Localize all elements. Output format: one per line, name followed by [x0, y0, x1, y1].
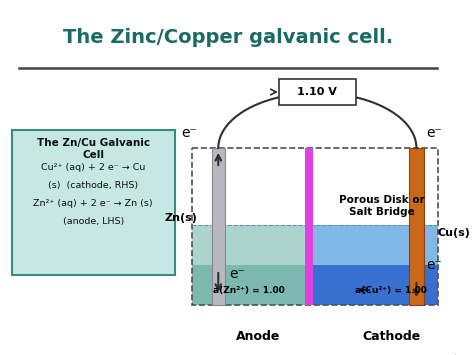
Text: The Zinc/Copper galvanic cell.: The Zinc/Copper galvanic cell. [63, 28, 393, 47]
Text: Porous Disk or
Salt Bridge: Porous Disk or Salt Bridge [339, 195, 425, 217]
Bar [308, 225, 438, 265]
Bar [192, 148, 438, 305]
Bar [305, 148, 312, 305]
Text: e⁻: e⁻ [426, 258, 442, 272]
Bar [308, 265, 438, 305]
Text: Cu²⁺ (aq) + 2 e⁻ → Cu: Cu²⁺ (aq) + 2 e⁻ → Cu [41, 163, 146, 172]
Bar [192, 265, 308, 305]
Text: (s)  (cathode, RHS): (s) (cathode, RHS) [48, 181, 138, 190]
Text: Cu(s): Cu(s) [438, 228, 471, 238]
Bar [192, 225, 308, 265]
FancyBboxPatch shape [0, 0, 459, 355]
Text: Anode: Anode [236, 330, 281, 343]
Text: Cathode: Cathode [362, 330, 420, 343]
FancyBboxPatch shape [11, 130, 175, 275]
FancyBboxPatch shape [279, 79, 356, 105]
Text: a(Cu²⁺) = 1.00: a(Cu²⁺) = 1.00 [356, 285, 428, 295]
Bar [211, 148, 225, 305]
Text: Zn(s): Zn(s) [164, 213, 197, 223]
Text: 1.10 V: 1.10 V [297, 87, 337, 97]
Text: (anode, LHS): (anode, LHS) [63, 217, 124, 226]
Text: e⁻: e⁻ [182, 126, 197, 140]
Text: Zn²⁺ (aq) + 2 e⁻ → Zn (s): Zn²⁺ (aq) + 2 e⁻ → Zn (s) [34, 199, 153, 208]
Text: a(Zn²⁺) = 1.00: a(Zn²⁺) = 1.00 [213, 285, 284, 295]
Text: e⁻: e⁻ [229, 267, 246, 281]
Text: The Zn/Cu Galvanic
Cell: The Zn/Cu Galvanic Cell [36, 138, 150, 160]
Text: e⁻: e⁻ [426, 126, 442, 140]
Bar [409, 148, 424, 305]
